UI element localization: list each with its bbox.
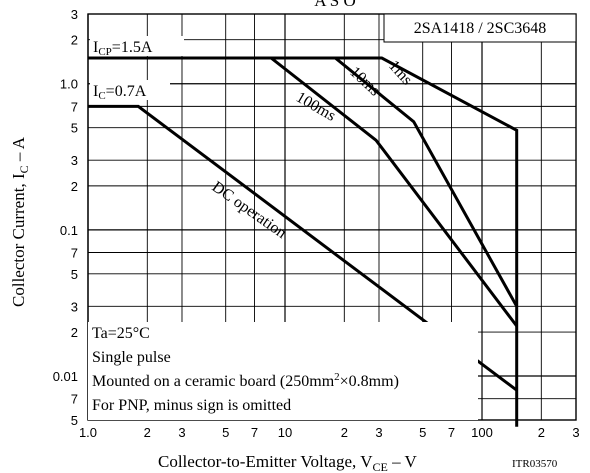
x-tick-label: 3 (572, 425, 579, 440)
x-tick-label: 2 (144, 425, 151, 440)
x-axis-title: Collector-to-Emitter Voltage, VCE – V (158, 452, 418, 473)
note-pnp: For PNP, minus sign is omitted (92, 397, 291, 414)
x-tick-label: 2 (341, 425, 348, 440)
icp-label: ICP=1.5A (93, 39, 153, 58)
y-tick-label: 3 (71, 7, 78, 22)
y-tick-label: 2 (71, 33, 78, 48)
x-tick-label: 1.0 (79, 425, 97, 440)
x-tick-label: 5 (419, 425, 426, 440)
note-ceramic-board: Mounted on a ceramic board (250mm2×0.8mm… (92, 371, 399, 390)
curve-dc-operation (88, 104, 518, 392)
x-tick-label: 7 (448, 425, 455, 440)
y-tick-label: 7 (71, 246, 78, 261)
y-tick-label: 3 (71, 299, 78, 314)
y-tick-label: 3 (71, 153, 78, 168)
y-axis-title: Collector Current, IC – A (9, 136, 31, 307)
y-tick-label: 2 (71, 179, 78, 194)
curves (88, 56, 519, 427)
note-single-pulse: Single pulse (92, 349, 171, 366)
note-temperature: Ta=25°C (92, 325, 150, 342)
y-tick-label: 5 (71, 267, 78, 282)
part-number-box (383, 13, 577, 43)
part-number: 2SA1418 / 2SC3648 (414, 20, 546, 37)
y-tick-label: 5 (71, 413, 78, 428)
y-tick-label: 0.1 (60, 223, 78, 238)
y-tick-labels: 3 2 1.0 7 5 3 2 0.1 7 5 3 2 0.01 7 5 (53, 7, 78, 428)
curve-100ms (88, 56, 518, 327)
x-tick-label: 3 (375, 425, 382, 440)
x-tick-label: 2 (538, 425, 545, 440)
y-tick-label: 1.0 (60, 77, 78, 92)
icp-label-bg (90, 36, 184, 56)
y-tick-label: 7 (71, 392, 78, 407)
y-tick-label: 2 (71, 325, 78, 340)
y-tick-label: 5 (71, 121, 78, 136)
x-tick-label: 10 (278, 425, 292, 440)
x-tick-label: 7 (251, 425, 258, 440)
x-tick-label: 100 (471, 425, 493, 440)
x-tick-label: 3 (178, 425, 185, 440)
ic-label: IC=0.7A (93, 83, 147, 102)
chart-title: A S O (314, 0, 356, 10)
ic-label-bg (90, 80, 170, 100)
x-tick-label: 5 (222, 425, 229, 440)
y-tick-label: 7 (71, 99, 78, 114)
x-tick-labels: 1.0 2 3 5 7 10 2 3 5 7 100 2 3 (79, 425, 580, 440)
figure-code: ITR03570 (512, 458, 558, 470)
notes-bg (88, 322, 478, 420)
y-tick-label: 0.01 (53, 369, 78, 384)
